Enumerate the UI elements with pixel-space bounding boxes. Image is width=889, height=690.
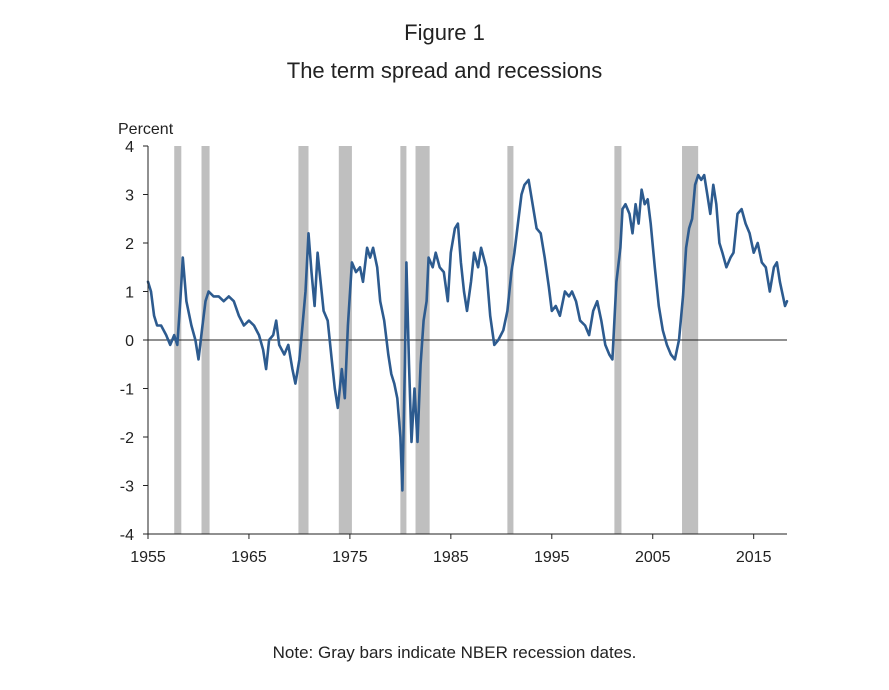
- x-tick-label: 2015: [736, 549, 772, 566]
- series-layer: [146, 173, 789, 492]
- x-tick-label: 1985: [433, 549, 469, 566]
- x-tick-label: 1955: [130, 549, 166, 566]
- y-axis-label: Percent: [118, 121, 174, 138]
- y-tick-label: 0: [125, 333, 134, 350]
- y-tick-label: -2: [120, 430, 134, 447]
- axes: 4 3 2 1 0 -1 -2 -3 -4 1955 1965 1975 1985 1995 2005 201…: [120, 139, 787, 566]
- figure-title: Figure 1: [404, 20, 485, 45]
- figure-note: Note: Gray bars indicate NBER recession …: [272, 643, 637, 662]
- x-tick-label: 2005: [635, 549, 671, 566]
- y-tick-label: 3: [125, 188, 134, 205]
- x-tick-label: 1975: [332, 549, 368, 566]
- y-tick-label: 4: [125, 139, 134, 156]
- y-tick-label: 2: [125, 236, 134, 253]
- x-tick-label: 1995: [534, 549, 570, 566]
- term-spread-line: [146, 173, 789, 492]
- y-tick-label: -4: [120, 527, 134, 544]
- y-tick-label: -3: [120, 479, 134, 496]
- y-tick-label: 1: [125, 285, 134, 302]
- figure-subtitle: The term spread and recessions: [286, 58, 603, 83]
- y-tick-label: -1: [120, 382, 134, 399]
- x-tick-label: 1965: [231, 549, 267, 566]
